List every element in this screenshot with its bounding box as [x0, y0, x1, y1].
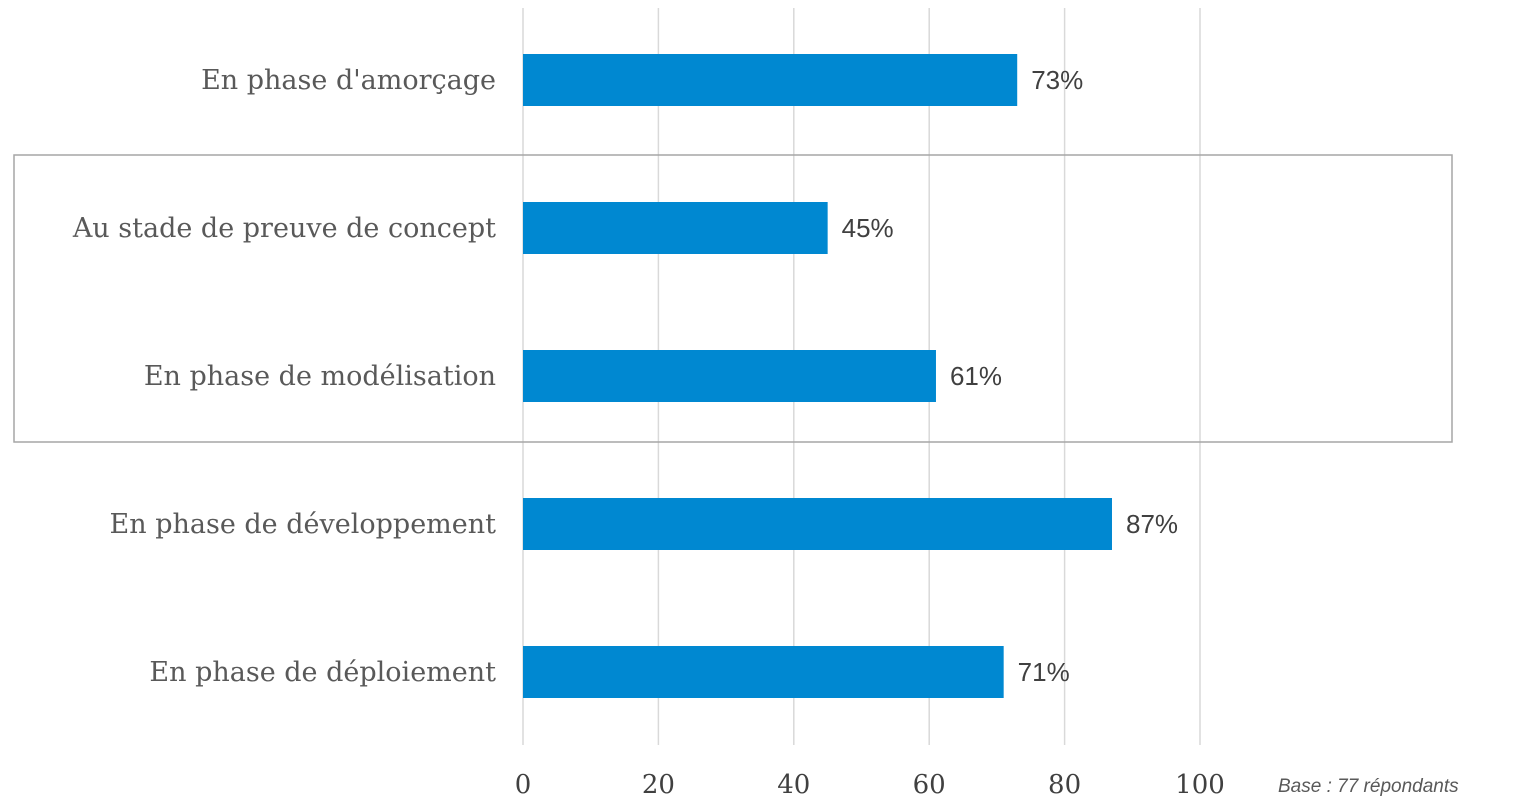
bar — [523, 350, 936, 402]
x-tick-label: 80 — [1048, 770, 1081, 799]
base-note: Base : 77 répondants — [1278, 776, 1459, 797]
highlight-box — [13, 154, 1453, 443]
data-labels: 73% 45% 61% 87% 71% — [842, 65, 1178, 687]
data-label: 45% — [842, 213, 894, 243]
data-label: 61% — [950, 361, 1002, 391]
bars — [523, 54, 1112, 698]
x-tick-label: 100 — [1175, 770, 1225, 799]
category-label: En phase de déploiement — [149, 657, 496, 688]
x-tick-label: 60 — [913, 770, 946, 799]
bar — [523, 646, 1004, 698]
data-label: 87% — [1126, 509, 1178, 539]
category-label: En phase de modélisation — [144, 361, 496, 392]
bar — [523, 54, 1018, 106]
x-tick-labels: 0 20 40 60 80 100 — [515, 770, 1225, 799]
x-tick-label: 20 — [642, 770, 675, 799]
bar — [523, 498, 1112, 550]
data-label: 73% — [1031, 65, 1083, 95]
x-tick-label: 40 — [777, 770, 810, 799]
data-label: 71% — [1018, 657, 1070, 687]
category-label: Au stade de preuve de concept — [72, 213, 496, 244]
category-label: En phase de développement — [110, 509, 497, 540]
category-label: En phase d'amorçage — [201, 65, 496, 96]
category-labels: En phase d'amorçage Au stade de preuve de… — [72, 65, 496, 688]
x-tick-label: 0 — [515, 770, 532, 799]
bar — [523, 202, 828, 254]
